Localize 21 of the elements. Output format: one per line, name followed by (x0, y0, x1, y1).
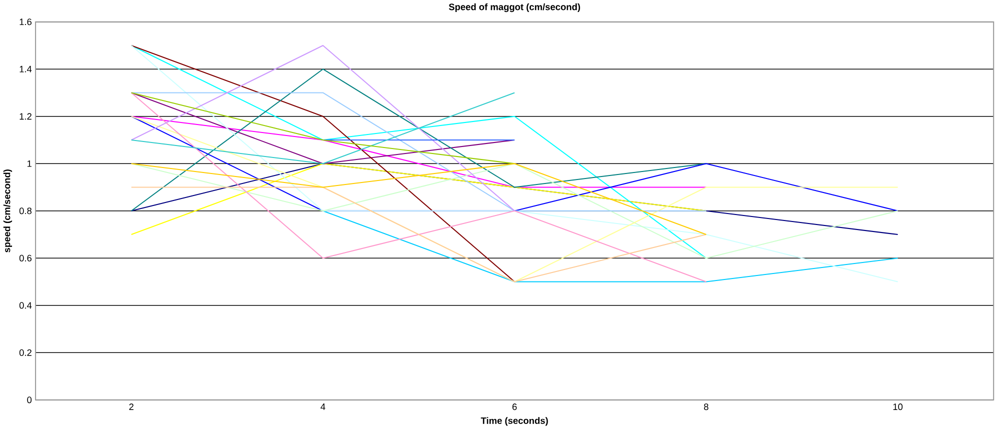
y-axis-title: speed (cm/second) (3, 169, 12, 252)
y-tick-label: 0.4 (19, 302, 32, 309)
y-tick-label: 0.8 (19, 208, 32, 214)
line-series (130, 44, 898, 282)
y-tick-label: 0.6 (19, 254, 32, 262)
x-tick-label: 8 (704, 403, 708, 410)
x-tick-label: 4 (320, 403, 326, 410)
line-series (130, 163, 707, 235)
x-axis-title: Time (seconds) (480, 417, 548, 426)
y-tick-label: 0.2 (19, 349, 32, 356)
chart-title: Speed of maggot (cm/second) (448, 3, 580, 12)
x-tick-label: 6 (512, 403, 517, 410)
x-tick-label: 10 (893, 403, 903, 410)
y-tick-label: 1.4 (20, 66, 32, 72)
y-tick-label: 1 (27, 160, 32, 167)
y-tick-label: 1.6 (20, 18, 32, 26)
line-series (130, 68, 707, 212)
x-tick-label: 2 (129, 403, 134, 410)
y-tick-label: 1.2 (20, 113, 32, 120)
y-tick-label: 0 (27, 396, 32, 404)
line-series (130, 92, 707, 282)
